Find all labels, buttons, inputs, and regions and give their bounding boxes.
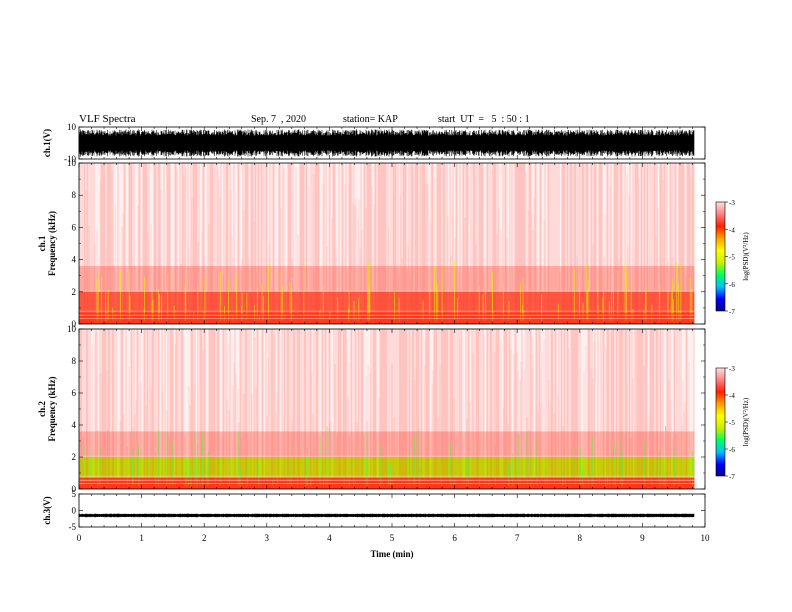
colorbar-tick-label: -3 bbox=[729, 365, 735, 373]
spectrogram-2 bbox=[78, 329, 695, 489]
waveform-trace-3 bbox=[78, 513, 695, 518]
y-tick-label: 6 bbox=[72, 222, 77, 232]
y-tick-label: 2 bbox=[72, 452, 77, 462]
colorbar-tick-label: -3 bbox=[729, 199, 735, 207]
x-tick-label: 1 bbox=[139, 533, 144, 543]
y-axis-label: ch.2 bbox=[37, 401, 47, 417]
y-tick-label: 0 bbox=[72, 484, 77, 494]
date-label: Sep. 7 , 2020 bbox=[251, 114, 306, 125]
y-axis-label: ch.3(V) bbox=[42, 496, 52, 524]
y-tick-label: 0 bbox=[72, 319, 77, 329]
colorbar-tick-label: -7 bbox=[729, 473, 735, 481]
x-tick-label: 8 bbox=[578, 533, 583, 543]
y-axis-label: Frequency (kHz) bbox=[47, 211, 57, 276]
colorbar bbox=[715, 367, 726, 477]
station-label: station= KAP bbox=[343, 114, 398, 125]
colorbar-tick-label: -5 bbox=[729, 419, 735, 427]
y-tick-label: 10 bbox=[67, 122, 77, 132]
colorbar-tick-label: -6 bbox=[729, 446, 735, 454]
x-tick-label: 6 bbox=[452, 533, 457, 543]
x-tick-label: 4 bbox=[327, 533, 332, 543]
colorbar-tick-label: -6 bbox=[729, 281, 735, 289]
figure-title: VLF Spectra bbox=[79, 113, 136, 125]
start-time-label: start UT = 5 : 50 : 1 bbox=[438, 114, 530, 125]
colorbar-label: log(PSD)(V²/Hz) bbox=[742, 397, 750, 446]
x-tick-label: 10 bbox=[701, 533, 711, 543]
spectrogram-1 bbox=[79, 163, 695, 324]
y-tick-label: 2 bbox=[72, 287, 77, 297]
y-tick-label: 5 bbox=[72, 489, 77, 499]
y-axis-label: ch.1(V) bbox=[42, 129, 52, 157]
y-tick-label: 0 bbox=[72, 506, 77, 516]
x-tick-label: 0 bbox=[77, 533, 82, 543]
y-tick-label: -10 bbox=[64, 154, 76, 164]
x-tick-label: 9 bbox=[640, 533, 645, 543]
y-tick-label: -5 bbox=[69, 522, 77, 532]
y-tick-label: 10 bbox=[67, 324, 77, 334]
y-axis-label: Frequency (kHz) bbox=[47, 376, 57, 441]
colorbar-tick-label: -4 bbox=[729, 226, 735, 234]
y-tick-label: 10 bbox=[67, 158, 77, 168]
colorbar-tick-label: -5 bbox=[729, 254, 735, 262]
panel-frame-3 bbox=[78, 493, 706, 528]
x-axis-label: Time (min) bbox=[370, 549, 413, 559]
x-tick-label: 5 bbox=[390, 533, 395, 543]
y-tick-label: 8 bbox=[72, 356, 77, 366]
x-tick-label: 2 bbox=[202, 533, 207, 543]
y-tick-label: 6 bbox=[72, 388, 77, 398]
band-green bbox=[79, 457, 695, 478]
colorbar-tick-label: -4 bbox=[729, 392, 735, 400]
y-tick-label: 8 bbox=[72, 190, 77, 200]
colorbar bbox=[715, 201, 726, 312]
x-tick-label: 7 bbox=[515, 533, 520, 543]
y-tick-label: 4 bbox=[72, 255, 77, 265]
y-tick-label: 4 bbox=[72, 420, 77, 430]
x-tick-label: 3 bbox=[265, 533, 270, 543]
waveform-trace-0 bbox=[78, 129, 695, 157]
y-axis-label: ch.1 bbox=[37, 235, 47, 251]
colorbar-label: log(PSD)(V²/Hz) bbox=[742, 232, 750, 281]
colorbar-tick-label: -7 bbox=[729, 308, 735, 316]
